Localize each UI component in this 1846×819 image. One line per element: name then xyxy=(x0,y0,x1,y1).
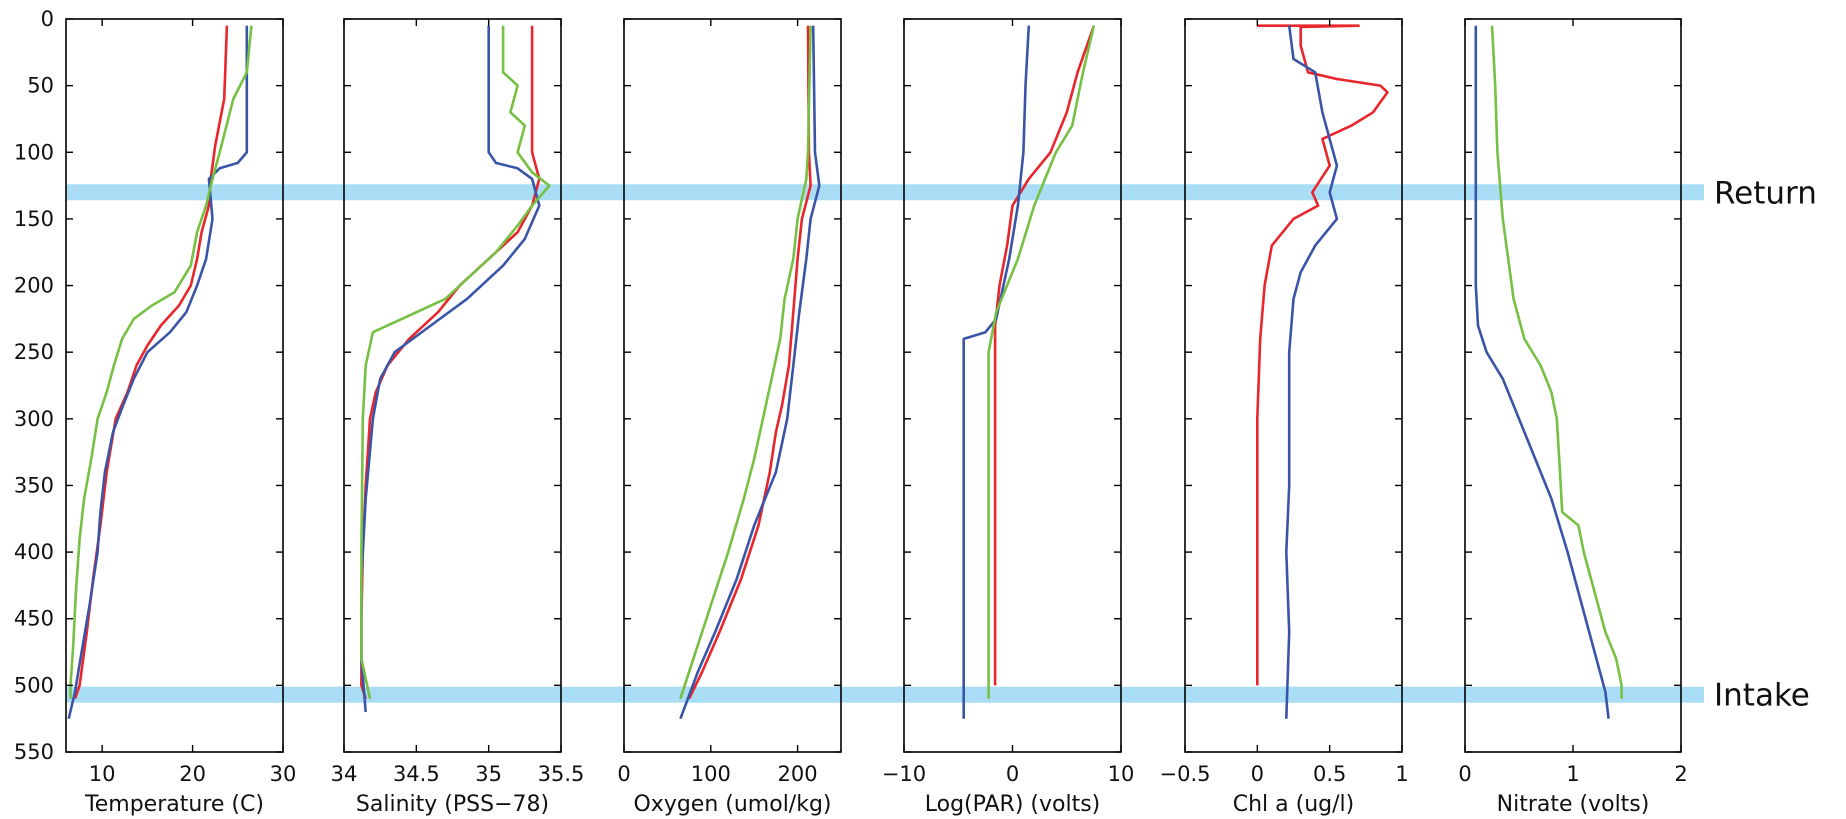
band-label-intake: Intake xyxy=(1714,678,1810,714)
panel-4: −10 0 10 Log(PAR) (volts) xyxy=(882,18,1135,817)
series-line-3 xyxy=(987,25,1096,699)
x-tick-label: 34.5 xyxy=(393,762,440,786)
x-tick-label: 0 xyxy=(1251,762,1264,786)
depth-axis: 0 50 100 150 200 250 300 350 400 450 500 550 xyxy=(14,7,54,764)
x-axis-title: Nitrate (volts) xyxy=(1497,792,1650,817)
x-tick-label: 0 xyxy=(1006,762,1019,786)
panel-frame xyxy=(343,18,562,753)
x-tick-label: 10 xyxy=(89,762,116,786)
x-tick-label: 1 xyxy=(1395,762,1408,786)
panel-5: −0.5 0 0.5 1 Chl a (ug/l) xyxy=(1160,18,1409,817)
y-tick-label: 500 xyxy=(14,673,54,697)
x-tick-label: 0 xyxy=(617,762,630,786)
panel-2: 34 34.5 35 35.5 Salinity (PSS−78) xyxy=(331,18,585,817)
x-tick-label: 1 xyxy=(1566,762,1579,786)
series-line-2 xyxy=(1285,25,1339,719)
band-labels: Return Intake xyxy=(1714,175,1817,713)
y-tick-label: 250 xyxy=(14,340,54,364)
x-tick-label: 100 xyxy=(691,762,731,786)
series-line-3 xyxy=(360,25,551,699)
band-label-return: Return xyxy=(1714,175,1817,211)
panel-frame xyxy=(1184,18,1403,753)
y-tick-label: 400 xyxy=(14,540,54,564)
series-line-2 xyxy=(360,25,541,713)
x-tick-label: 35.5 xyxy=(538,762,585,786)
series-line-1 xyxy=(993,25,1096,686)
x-tick-label: −0.5 xyxy=(1160,762,1211,786)
panel-frame xyxy=(623,18,842,753)
y-tick-label: 550 xyxy=(14,740,54,764)
series-line-2 xyxy=(1474,25,1610,719)
band-intake xyxy=(66,686,1704,703)
y-tick-label: 350 xyxy=(14,473,54,497)
x-axis-title: Chl a (ug/l) xyxy=(1233,792,1354,817)
panel-6: 0 1 2 Nitrate (volts) xyxy=(1458,18,1688,817)
x-tick-label: 20 xyxy=(179,762,206,786)
series-line-2 xyxy=(962,25,1031,719)
x-tick-label: 30 xyxy=(270,762,297,786)
y-tick-label: 200 xyxy=(14,274,54,298)
x-axis-title: Log(PAR) (volts) xyxy=(925,792,1101,817)
x-tick-label: 0.5 xyxy=(1313,762,1346,786)
series-line-3 xyxy=(1490,25,1623,699)
depth-bands xyxy=(66,184,1704,703)
panel-3: 0 100 200 Oxygen (umol/kg) xyxy=(617,18,842,817)
x-axis-title: Temperature (C) xyxy=(84,792,264,817)
y-tick-label: 0 xyxy=(41,7,54,31)
x-tick-label: −10 xyxy=(882,762,926,786)
y-tick-label: 300 xyxy=(14,407,54,431)
series-line-1 xyxy=(1256,24,1389,686)
band-return xyxy=(66,184,1704,201)
series-line-2 xyxy=(67,25,249,719)
x-tick-label: 35 xyxy=(475,762,502,786)
panel-frame xyxy=(65,18,284,753)
series-line-2 xyxy=(679,25,821,720)
y-tick-label: 50 xyxy=(27,74,54,98)
x-tick-label: 10 xyxy=(1108,762,1135,786)
series-line-1 xyxy=(687,25,812,700)
x-tick-label: 34 xyxy=(331,762,358,786)
x-axis-title: Oxygen (umol/kg) xyxy=(633,792,831,817)
series-line-3 xyxy=(679,25,812,700)
x-tick-label: 0 xyxy=(1458,762,1471,786)
x-axis-title: Salinity (PSS−78) xyxy=(356,792,549,817)
y-tick-label: 150 xyxy=(14,207,54,231)
x-tick-label: 200 xyxy=(778,762,818,786)
x-tick-label: 2 xyxy=(1674,762,1687,786)
y-tick-label: 100 xyxy=(14,140,54,164)
y-tick-label: 450 xyxy=(14,607,54,631)
series-line-3 xyxy=(69,25,253,699)
